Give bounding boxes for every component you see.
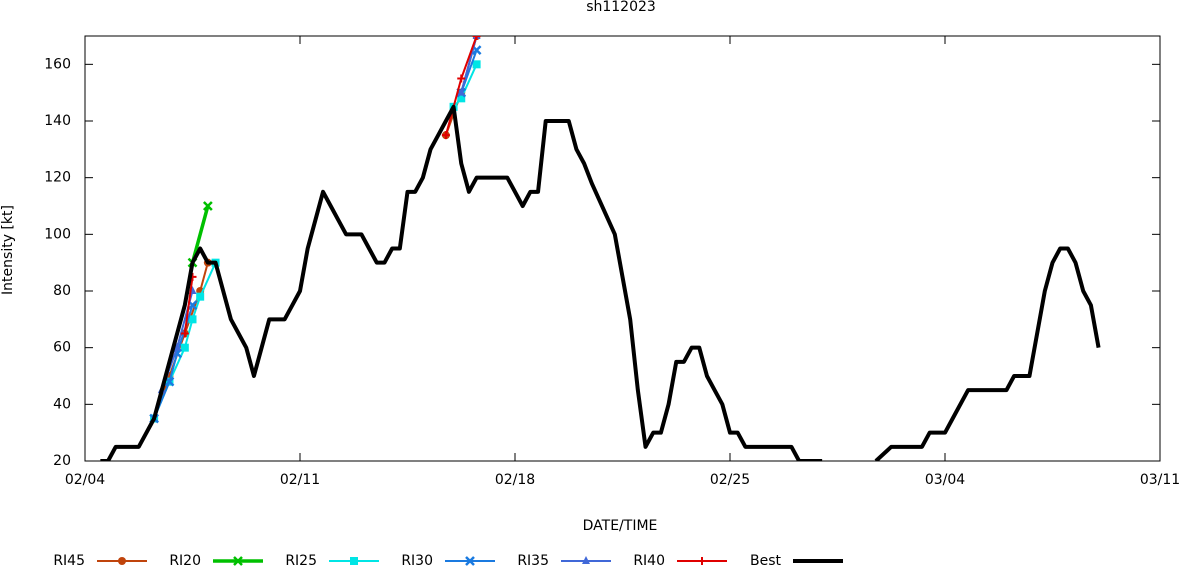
point <box>457 87 466 96</box>
y-tick-label: 160 <box>44 56 71 72</box>
point <box>457 94 466 103</box>
legend-label: RI45 <box>53 553 85 567</box>
legend-label: RI35 <box>517 553 549 567</box>
y-tick-label: 80 <box>53 283 71 299</box>
point <box>472 60 481 69</box>
x-tick-label: 03/04 <box>925 472 965 488</box>
point <box>202 201 213 211</box>
x-tick-label: 02/11 <box>280 472 320 488</box>
x-tick-label: 03/11 <box>1140 472 1180 488</box>
y-axis-label: Intensity [kt] <box>0 205 16 295</box>
legend-marker <box>233 556 243 566</box>
point <box>180 343 189 352</box>
chart-title: sh112023 <box>586 0 656 15</box>
point <box>457 74 466 83</box>
y-tick-label: 140 <box>44 113 71 129</box>
legend-label: RI30 <box>401 553 433 567</box>
series-line <box>153 49 478 419</box>
point <box>441 131 450 140</box>
point <box>472 36 481 40</box>
point <box>196 292 205 301</box>
x-tick-label: 02/18 <box>495 472 535 488</box>
series-line <box>153 63 478 419</box>
point <box>188 315 197 324</box>
point <box>173 342 182 351</box>
legend-marker <box>582 556 590 564</box>
x-tick-label: 02/25 <box>710 472 750 488</box>
legend-marker <box>350 557 358 565</box>
plot-frame <box>84 35 1161 462</box>
legend-label: RI20 <box>169 553 201 567</box>
legend-marker <box>465 556 475 566</box>
series-line <box>100 104 1101 461</box>
y-tick-label: 60 <box>53 340 71 356</box>
y-tick-label: 120 <box>44 170 71 186</box>
y-tick-label: 20 <box>53 453 71 469</box>
y-tick-label: 40 <box>53 396 71 412</box>
x-tick-label: 02/04 <box>65 472 105 488</box>
legend-label: Best <box>750 553 782 567</box>
legend-label: RI25 <box>285 553 317 567</box>
legend-label: RI40 <box>633 553 665 567</box>
point <box>180 329 189 338</box>
plot-area <box>100 36 1101 461</box>
y-tick-label: 100 <box>44 226 71 242</box>
legend-marker <box>118 557 126 565</box>
series-line <box>183 36 478 334</box>
series-line <box>190 205 210 264</box>
x-axis-label: DATE/TIME <box>583 518 658 534</box>
legend-marker <box>698 557 706 565</box>
